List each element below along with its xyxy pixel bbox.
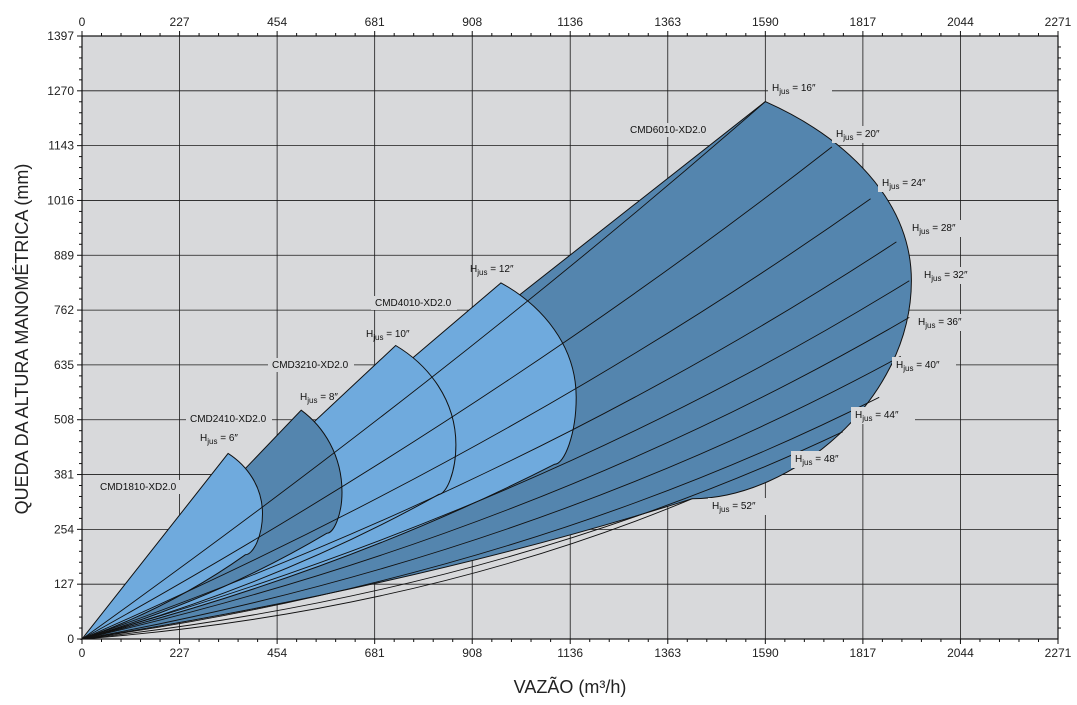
hjus-curve <box>81 101 766 640</box>
model-label-bg <box>268 358 354 372</box>
y-tick-label: 508 <box>54 413 74 427</box>
hjus-curve <box>81 355 901 640</box>
hjus-curve <box>81 498 693 640</box>
hjus-label: Hjus = 32″ <box>924 270 968 283</box>
y-tick-label: 1016 <box>47 193 74 207</box>
x-tick-label: 1363 <box>654 646 681 660</box>
hjus-label: Hjus = 8″ <box>300 392 338 405</box>
x-tick-label: 2271 <box>1045 646 1072 660</box>
model-label: CMD3210-XD2.0 <box>272 360 349 371</box>
top-x-tick-label: 2044 <box>947 15 974 29</box>
model-label: CMD4010-XD2.0 <box>375 298 452 309</box>
x-tick-label: 681 <box>365 646 385 660</box>
top-x-tick-label: 1817 <box>850 15 877 29</box>
hjus-label: Hjus = 40″ <box>896 360 940 373</box>
model-label-bg <box>626 123 712 137</box>
hjus-curve <box>81 431 843 640</box>
model-label-bg <box>186 412 272 426</box>
model-label-bg <box>371 296 457 310</box>
hjus-label-bg <box>920 267 984 284</box>
top-x-tick-label: 227 <box>170 15 190 29</box>
x-tick-label: 908 <box>462 646 482 660</box>
hjus-label-bg <box>914 314 978 331</box>
y-tick-label: 1397 <box>47 29 74 43</box>
hjus-label: Hjus = 48″ <box>795 454 839 467</box>
top-x-tick-label: 1363 <box>654 15 681 29</box>
x-tick-label: 454 <box>267 646 287 660</box>
y-tick-label: 254 <box>54 522 74 536</box>
y-tick-label: 635 <box>54 358 74 372</box>
hjus-label-bg <box>791 451 855 468</box>
x-axis-title: VAZÃO (m³/h) <box>514 676 627 697</box>
y-tick-label: 889 <box>54 248 74 262</box>
top-x-tick-label: 2271 <box>1045 15 1072 29</box>
hjus-curve <box>81 146 833 640</box>
model-label-bg <box>96 480 182 494</box>
y-axis-title: QUEDA DA ALTURA MANOMÉTRICA (mm) <box>12 164 32 515</box>
hjus-label-bg <box>892 357 956 374</box>
x-tick-label: 0 <box>79 646 86 660</box>
hjus-label-bg <box>708 498 772 515</box>
x-tick-label: 1136 <box>557 646 583 660</box>
hjus-label: Hjus = 36″ <box>918 317 962 330</box>
hjus-curve <box>81 198 871 640</box>
hjus-curve <box>81 317 910 640</box>
hjus-label-bg <box>768 80 832 97</box>
model-label: CMD2410-XD2.0 <box>190 414 267 425</box>
top-x-tick-label: 1136 <box>557 15 583 29</box>
top-x-tick-label: 681 <box>365 15 385 29</box>
y-tick-label: 1143 <box>48 139 74 153</box>
hjus-curve <box>81 241 897 640</box>
hjus-label: Hjus = 10″ <box>366 329 410 342</box>
y-tick-label: 127 <box>54 577 74 591</box>
x-tick-label: 1590 <box>752 646 779 660</box>
model-label: CMD1810-XD2.0 <box>100 482 177 493</box>
hjus-label: Hjus = 12″ <box>470 264 514 277</box>
x-tick-label: 227 <box>170 646 190 660</box>
model-region-cmd1810-xd2.0 <box>80 452 264 641</box>
hjus-label-bg <box>851 407 915 424</box>
hjus-label: Hjus = 44″ <box>855 410 899 423</box>
hjus-label: Hjus = 52″ <box>712 501 756 514</box>
hjus-label: Hjus = 24″ <box>882 178 926 191</box>
hjus-label-bg <box>908 220 972 237</box>
hjus-curve <box>81 396 880 640</box>
top-x-tick-label: 908 <box>462 15 482 29</box>
y-tick-label: 1270 <box>47 84 74 98</box>
hjus-label: Hjus = 16″ <box>772 83 816 96</box>
hjus-label: Hjus = 20″ <box>836 129 880 142</box>
y-tick-label: 0 <box>67 632 74 646</box>
top-x-tick-label: 1590 <box>752 15 779 29</box>
model-label: CMD6010-XD2.0 <box>630 125 707 136</box>
hjus-label-bg <box>832 126 896 143</box>
y-tick-label: 381 <box>54 468 74 482</box>
hjus-curve <box>81 280 910 640</box>
top-x-tick-label: 454 <box>267 15 287 29</box>
x-tick-label: 1817 <box>850 646 877 660</box>
top-x-tick-label: 0 <box>79 15 86 29</box>
hjus-label: Hjus = 6″ <box>200 433 238 446</box>
y-tick-label: 762 <box>54 303 74 317</box>
hjus-label: Hjus = 28″ <box>912 223 956 236</box>
hjus-label-bg <box>878 175 942 192</box>
x-tick-label: 2044 <box>947 646 974 660</box>
